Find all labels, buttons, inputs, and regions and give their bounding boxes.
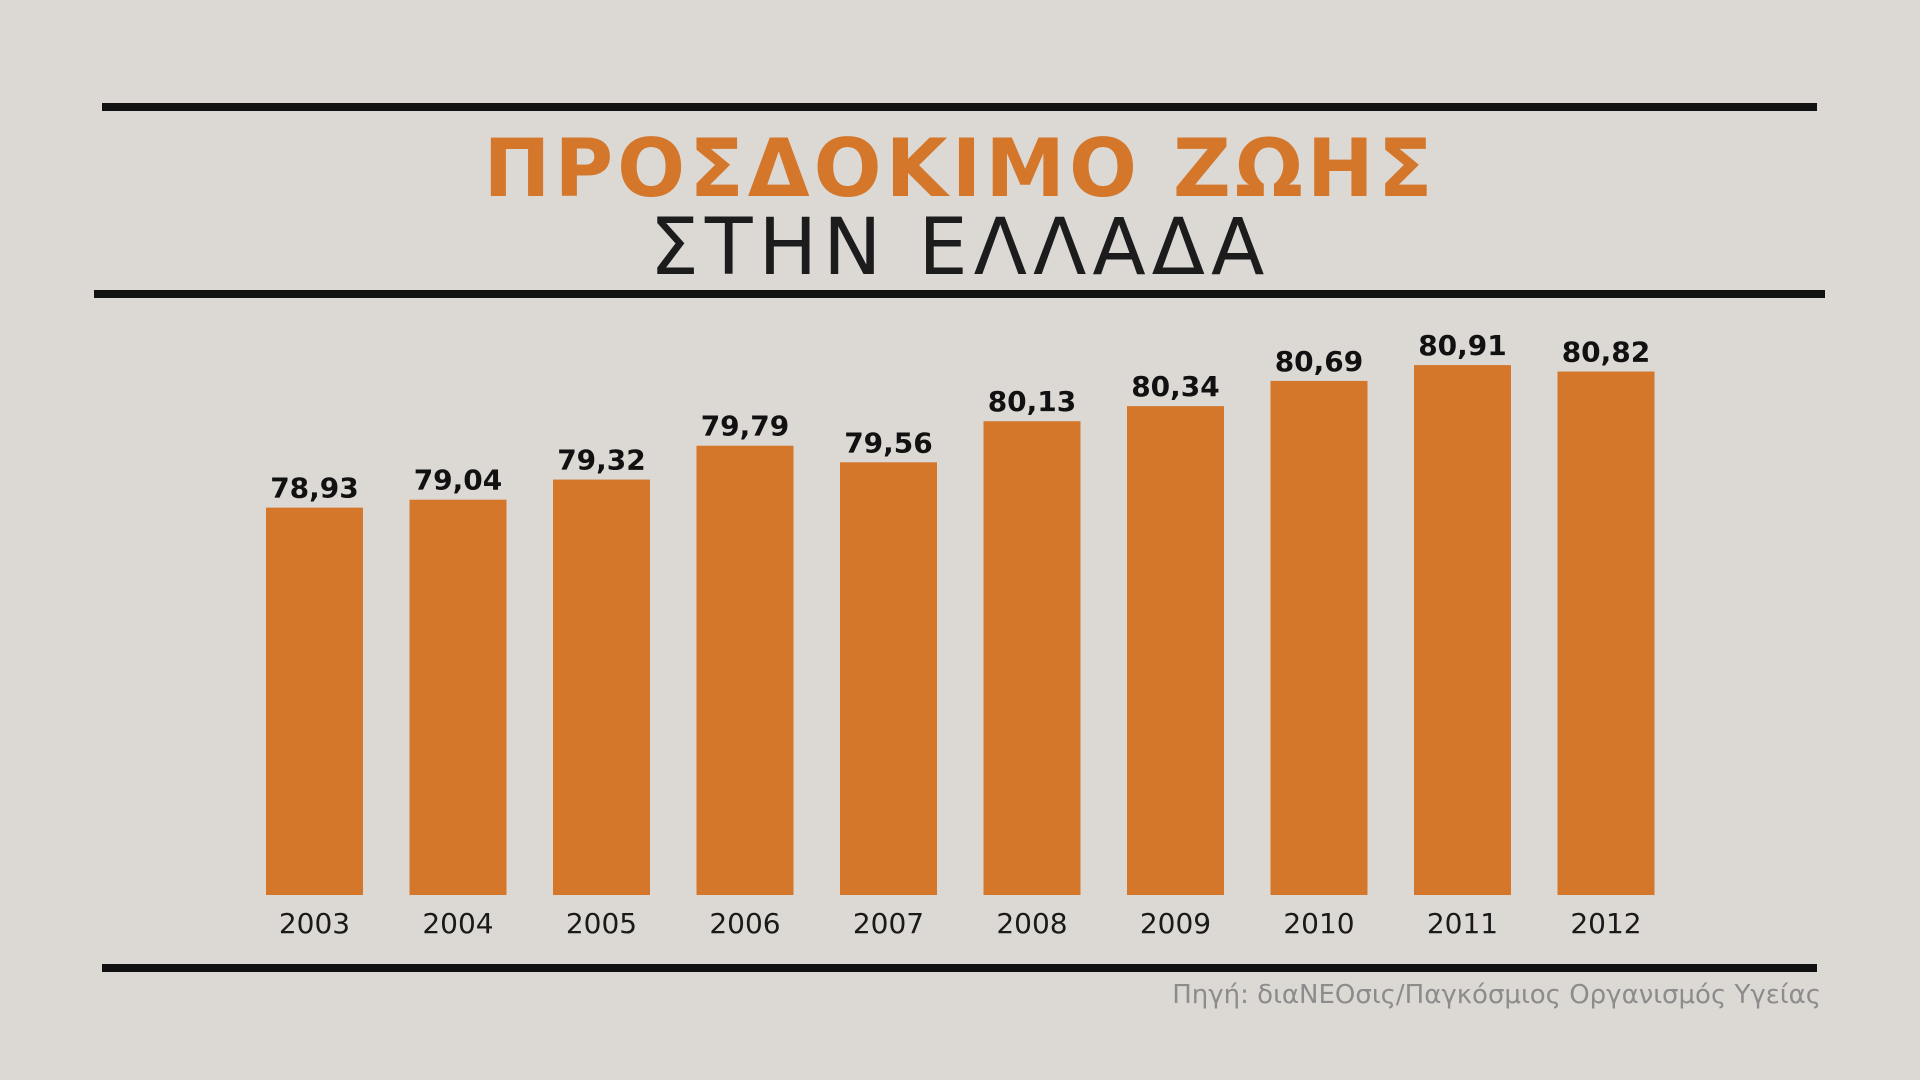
data-label-2003: 78,93 [270, 472, 359, 505]
x-tick-label-2010: 2010 [1283, 907, 1354, 940]
bar-2011 [1414, 365, 1511, 896]
data-label-2004: 79,04 [414, 464, 503, 497]
data-label-2011: 80,91 [1418, 329, 1507, 362]
x-tick-label-2009: 2009 [1140, 907, 1211, 940]
chart-subtitle: ΣΤΗΝ ΕΛΛΑΔΑ [649, 203, 1271, 293]
bottom-rule [102, 964, 1817, 972]
x-tick-label-2007: 2007 [853, 907, 924, 940]
x-tick-label-2011: 2011 [1427, 907, 1498, 940]
data-label-2010: 80,69 [1275, 345, 1364, 378]
x-tick-label-2012: 2012 [1570, 907, 1641, 940]
data-label-2009: 80,34 [1131, 370, 1220, 403]
x-tick-label-2006: 2006 [709, 907, 780, 940]
middle-rule [94, 290, 1825, 298]
source-note: Πηγή: διαΝΕΟσις/Παγκόσμιος Οργανισμός Υγ… [1172, 980, 1821, 1010]
x-tick-label-2008: 2008 [996, 907, 1067, 940]
data-label-2007: 79,56 [844, 426, 933, 459]
x-tick-label-2005: 2005 [566, 907, 637, 940]
data-label-2008: 80,13 [988, 385, 1077, 418]
top-rule [102, 103, 1817, 111]
bar-2012 [1557, 371, 1655, 895]
bar-2006 [696, 445, 794, 895]
x-tick-label-2004: 2004 [422, 907, 493, 940]
bar-2007 [840, 462, 937, 895]
data-label-2006: 79,79 [701, 410, 790, 443]
bar-2005 [553, 479, 650, 895]
chart-title: ΠΡΟΣΔΟΚΙΜΟ ΖΩΗΣ [483, 122, 1437, 215]
x-tick-label-2003: 2003 [279, 907, 350, 940]
bar-2009 [1127, 406, 1224, 895]
bar-2008 [983, 421, 1081, 895]
data-label-2012: 80,82 [1562, 336, 1651, 369]
bar-2003 [266, 507, 363, 895]
bar-2004 [409, 499, 507, 895]
bar-2010 [1270, 380, 1368, 895]
data-label-2005: 79,32 [557, 444, 646, 477]
